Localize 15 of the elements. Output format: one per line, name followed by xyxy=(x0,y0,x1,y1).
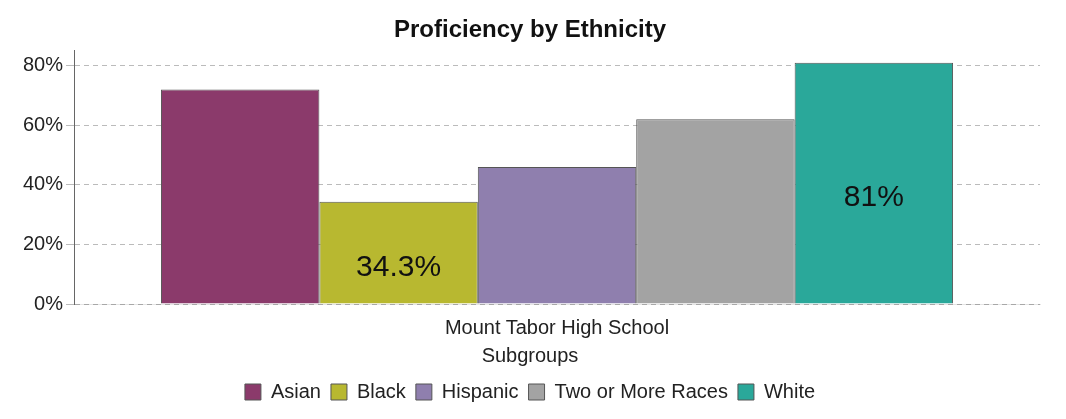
y-tick-label: 0% xyxy=(34,291,64,314)
data-label: 34.3% xyxy=(356,248,442,282)
legend-label: Black xyxy=(356,379,407,402)
y-tick-label: 40% xyxy=(23,172,64,195)
y-tick-label: 60% xyxy=(23,112,64,135)
y-tick-label: 20% xyxy=(23,231,64,254)
y-tick-label: 80% xyxy=(23,53,64,76)
data-label: 81% xyxy=(843,179,904,213)
legend-label: Asian xyxy=(270,379,321,402)
x-axis-title: Mount Tabor High School xyxy=(444,315,670,338)
legend-label: Hispanic xyxy=(441,379,519,402)
legend-label: Two or More Races xyxy=(554,379,728,402)
legend-title: Subgroups xyxy=(481,343,579,366)
legend-label: White xyxy=(763,379,816,402)
chart-title: Proficiency by Ethnicity xyxy=(393,15,667,43)
